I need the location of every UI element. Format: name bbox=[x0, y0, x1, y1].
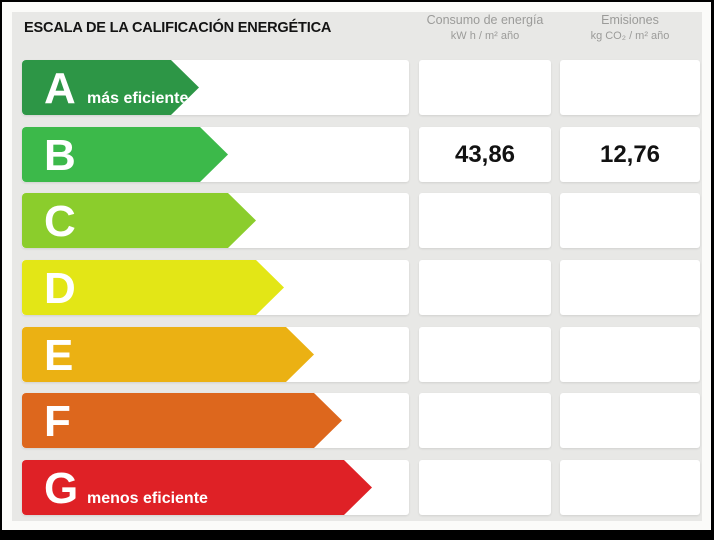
consumption-column-header: Consumo de energía kW h / m² año bbox=[419, 13, 551, 42]
rating-arrow-d: D bbox=[22, 260, 284, 315]
rating-letter: G bbox=[44, 464, 79, 513]
consumption-value-cell bbox=[419, 193, 551, 248]
emissions-value-cell: 12,76 bbox=[560, 127, 700, 182]
rating-arrow-a: A más eficiente bbox=[22, 60, 199, 115]
scale-row-f: F bbox=[22, 393, 702, 448]
rating-arrow-b: B bbox=[22, 127, 228, 182]
rating-letter: C bbox=[44, 197, 76, 246]
scale-row-a: A más eficiente bbox=[22, 60, 702, 115]
consumption-header-label: Consumo de energía bbox=[426, 13, 544, 27]
scale-row-c: C bbox=[22, 193, 702, 248]
rating-arrow-e: E bbox=[22, 327, 314, 382]
emissions-value-cell bbox=[560, 60, 700, 115]
rating-arrow-f: F bbox=[22, 393, 342, 448]
emissions-value-cell bbox=[560, 327, 700, 382]
rating-letter: D bbox=[44, 264, 76, 313]
emissions-header-label: Emisiones bbox=[601, 13, 659, 27]
consumption-header-units: kW h / m² año bbox=[450, 30, 520, 42]
rating-arrow-c: C bbox=[22, 193, 256, 248]
rating-letter: B bbox=[44, 131, 76, 180]
rating-letter: E bbox=[44, 331, 74, 380]
emissions-value-cell bbox=[560, 260, 700, 315]
consumption-value-cell bbox=[419, 260, 551, 315]
scale-row-e: E bbox=[22, 327, 702, 382]
scale-row-b: B 43,86 12,76 bbox=[22, 127, 702, 182]
emissions-value-cell bbox=[560, 193, 700, 248]
consumption-value-cell bbox=[419, 393, 551, 448]
emissions-value-cell bbox=[560, 393, 700, 448]
rating-letter: F bbox=[44, 397, 71, 446]
page-title: ESCALA DE LA CALIFICACIÓN ENERGÉTICA bbox=[24, 19, 332, 36]
scale-row-g: G menos eficiente bbox=[22, 460, 702, 515]
rating-letter: A bbox=[44, 64, 76, 113]
emissions-value-cell bbox=[560, 460, 700, 515]
consumption-value-cell bbox=[419, 327, 551, 382]
scale-row-d: D bbox=[22, 260, 702, 315]
emissions-header-units: kg CO₂ / m² año bbox=[590, 30, 670, 42]
emissions-column-header: Emisiones kg CO₂ / m² año bbox=[555, 13, 705, 42]
efficiency-note: más eficiente bbox=[87, 90, 189, 107]
consumption-value-cell bbox=[419, 460, 551, 515]
rating-arrow-g: G menos eficiente bbox=[22, 460, 372, 515]
consumption-value-cell bbox=[419, 60, 551, 115]
consumption-value-cell: 43,86 bbox=[419, 127, 551, 182]
efficiency-note: menos eficiente bbox=[87, 490, 208, 507]
